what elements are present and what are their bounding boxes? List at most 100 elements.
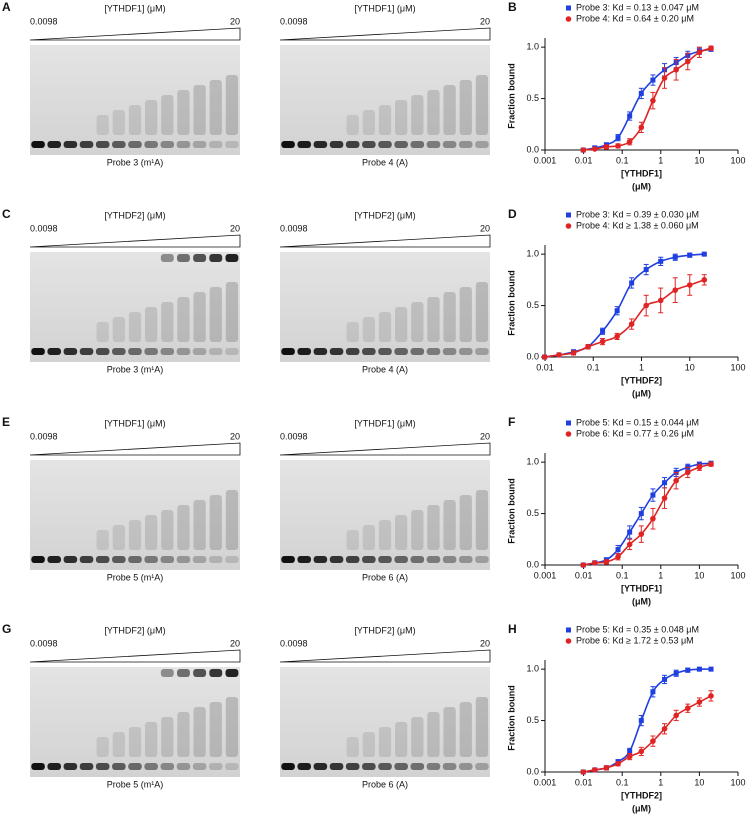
gel-caption: Probe 3 (m¹A) xyxy=(107,364,164,374)
smear xyxy=(225,697,239,757)
complex-band xyxy=(193,669,207,677)
x-tick-label: 100 xyxy=(730,155,745,165)
smear xyxy=(209,495,222,550)
smear xyxy=(459,702,472,757)
data-point xyxy=(662,676,668,682)
smear xyxy=(459,80,472,135)
free-probe-band xyxy=(192,556,207,563)
data-point xyxy=(580,769,587,775)
gradient-wedge xyxy=(279,442,491,456)
y-axis-label: Fraction bound xyxy=(506,63,516,129)
free-probe-band xyxy=(176,141,191,148)
free-probe-band xyxy=(378,556,392,563)
data-point xyxy=(638,511,644,517)
smear xyxy=(177,505,190,550)
legend-marker xyxy=(565,431,572,437)
free-probe-band xyxy=(160,348,175,355)
smear xyxy=(225,75,239,135)
data-point xyxy=(673,477,679,484)
gel-image xyxy=(280,460,490,570)
free-probe-band xyxy=(410,348,425,355)
free-probe-band xyxy=(160,556,175,563)
complex-band xyxy=(209,669,223,677)
smear xyxy=(395,307,408,342)
data-point xyxy=(672,254,678,260)
smear xyxy=(459,495,472,550)
complex-band xyxy=(160,669,174,677)
smear xyxy=(475,490,489,550)
data-point xyxy=(580,562,587,568)
complex-band xyxy=(177,254,190,262)
data-point xyxy=(643,267,649,273)
smear xyxy=(411,95,424,135)
x-axis-label: [YTHDF1] xyxy=(621,583,662,593)
free-probe-band xyxy=(378,348,392,355)
gel-low-conc: 0.0098 xyxy=(30,16,58,26)
x-tick-label: 1 xyxy=(658,155,663,165)
legend-label: Probe 5: Kd = 0.15 ± 0.044 μM xyxy=(576,417,699,427)
data-point xyxy=(685,667,691,673)
legend-label: Probe 4: Kd = 0.64 ± 0.20 μM xyxy=(576,13,694,23)
free-probe-band xyxy=(394,763,408,770)
fit-curve xyxy=(544,253,705,358)
smear xyxy=(362,110,375,135)
data-point xyxy=(696,699,703,705)
data-point xyxy=(708,666,714,672)
data-point xyxy=(615,547,621,553)
gel-caption: Probe 4 (A) xyxy=(362,364,408,374)
smear xyxy=(112,110,125,135)
smear xyxy=(346,530,359,550)
fit-curve xyxy=(583,47,712,151)
panel-letter: G xyxy=(2,622,11,636)
data-point xyxy=(599,338,606,345)
smear xyxy=(346,322,359,342)
smear xyxy=(459,287,472,342)
legend-label: Probe 5: Kd = 0.35 ± 0.048 μM xyxy=(576,624,699,634)
data-point xyxy=(650,492,656,498)
smear xyxy=(128,105,142,135)
x-tick-label: 0.1 xyxy=(587,362,600,372)
smear xyxy=(378,727,392,757)
smear xyxy=(177,90,190,135)
data-point xyxy=(626,541,633,548)
smear xyxy=(378,520,392,550)
legend-label: Probe 3: Kd = 0.39 ± 0.030 μM xyxy=(576,209,699,219)
y-tick-label: 0.0 xyxy=(526,144,539,154)
smear xyxy=(112,317,125,342)
free-probe-band xyxy=(79,763,94,770)
x-tick-label: 0.01 xyxy=(575,777,593,787)
free-probe-band xyxy=(426,141,441,148)
data-point xyxy=(638,718,644,724)
x-tick-label: 0.01 xyxy=(575,570,593,580)
smear xyxy=(395,100,408,135)
complex-band xyxy=(225,669,239,677)
y-tick-label: 0.0 xyxy=(526,351,539,361)
free-probe-band xyxy=(297,141,312,148)
smear xyxy=(112,732,125,757)
free-probe-band xyxy=(410,141,425,148)
x-axis-unit: (μM) xyxy=(632,596,651,606)
smear xyxy=(411,717,424,757)
smear xyxy=(193,500,206,550)
data-point xyxy=(708,461,714,468)
legend-marker xyxy=(565,16,572,22)
free-probe-band xyxy=(160,141,175,148)
gel-low-conc: 0.0098 xyxy=(280,431,308,441)
free-probe-band xyxy=(410,763,425,770)
complex-band xyxy=(177,669,190,677)
x-tick-label: 10 xyxy=(694,155,704,165)
data-point xyxy=(638,748,645,755)
free-probe-band xyxy=(63,763,78,770)
free-probe-band xyxy=(458,763,473,770)
data-point xyxy=(629,280,635,286)
data-point xyxy=(708,45,714,51)
data-point xyxy=(684,469,691,476)
gel-high-conc: 20 xyxy=(230,16,240,26)
gel-image xyxy=(30,45,240,155)
free-probe-band xyxy=(112,763,126,770)
smear xyxy=(427,712,440,757)
data-point xyxy=(627,748,633,754)
data-point xyxy=(541,354,548,360)
free-probe-band xyxy=(208,141,223,148)
gel-caption: Probe 6 (A) xyxy=(362,572,408,582)
